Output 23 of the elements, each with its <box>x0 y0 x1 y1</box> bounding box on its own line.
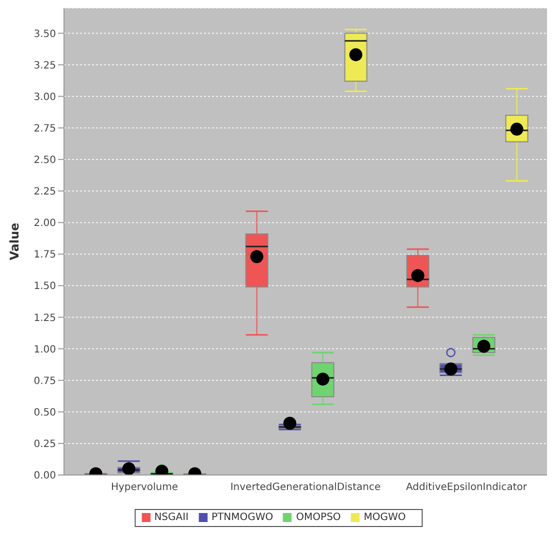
legend-label: OMOPSO <box>296 512 341 523</box>
y-tick-label: 1.25 <box>34 312 56 324</box>
x-tick-label: Hypervolume <box>110 482 178 494</box>
y-tick-label: 2.75 <box>34 123 56 134</box>
y-tick-label: 2.25 <box>34 186 56 198</box>
x-tick-label: InvertedGenerationalDistance <box>230 482 381 494</box>
y-tick-label: 2.50 <box>34 155 56 166</box>
y-tick-label: 0.25 <box>34 438 56 450</box>
y-tick-label: 3.50 <box>34 28 56 40</box>
y-tick-label: 2.00 <box>34 218 56 230</box>
legend-label: NSGAII <box>154 512 189 523</box>
legend-label: MOGWO <box>364 512 406 523</box>
y-axis-title: Value <box>7 222 22 260</box>
y-tick-label: 0.75 <box>34 376 56 387</box>
y-tick-label: 0.00 <box>34 470 56 482</box>
y-tick-label: 1.50 <box>34 281 56 292</box>
y-tick-label: 3.00 <box>34 92 56 103</box>
y-tick-label: 1.75 <box>34 250 56 261</box>
y-tick-label: 3.25 <box>34 60 56 72</box>
y-tick-label: 0.50 <box>34 407 56 418</box>
y-tick-label: 1.00 <box>34 344 56 356</box>
legend-label: PTNMOGWO <box>212 512 274 523</box>
x-tick-label: AdditiveEpsilonIndicator <box>406 482 528 494</box>
